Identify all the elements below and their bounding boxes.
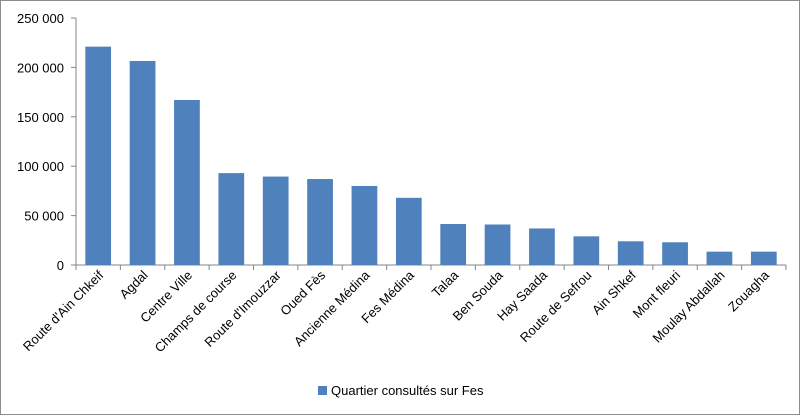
x-tick-label: Route d'Ain Chkeif — [20, 267, 107, 354]
bar — [706, 251, 733, 265]
bar — [750, 251, 777, 265]
x-tick-label: Champs de course — [152, 268, 240, 356]
legend: Quartier consultés sur Fes — [318, 383, 484, 398]
bar — [351, 185, 378, 265]
x-tick-label: Talaa — [429, 267, 462, 300]
legend-swatch — [318, 386, 327, 395]
bar — [395, 197, 422, 265]
x-tick-label: Agdal — [117, 267, 151, 301]
y-tick-label: 50 000 — [24, 209, 64, 224]
bar — [129, 60, 156, 266]
x-tick-label: Ancienne Médina — [291, 267, 373, 349]
x-tick-label: Route d'Imouzzar — [201, 267, 284, 350]
bar — [529, 228, 555, 265]
bar — [262, 176, 289, 265]
y-tick-label: 150 000 — [17, 110, 64, 125]
y-tick-label: 250 000 — [17, 11, 64, 26]
bars — [85, 46, 777, 266]
y-tick-label: 200 000 — [17, 60, 64, 75]
y-tick-label: 0 — [57, 258, 64, 273]
x-tick-label: Zouagha — [725, 267, 772, 314]
bar — [573, 236, 600, 265]
legend-label: Quartier consultés sur Fes — [331, 383, 484, 398]
y-tick-label: 100 000 — [17, 159, 64, 174]
bar — [174, 100, 200, 265]
bar — [307, 179, 333, 265]
bar — [85, 46, 112, 265]
bar — [440, 223, 467, 265]
bar — [484, 224, 511, 265]
y-axis: 0 50 000 100 000 150 000 200 000 250 000 — [17, 11, 77, 273]
bar — [218, 173, 245, 265]
bar — [617, 241, 644, 265]
bar — [662, 242, 688, 265]
